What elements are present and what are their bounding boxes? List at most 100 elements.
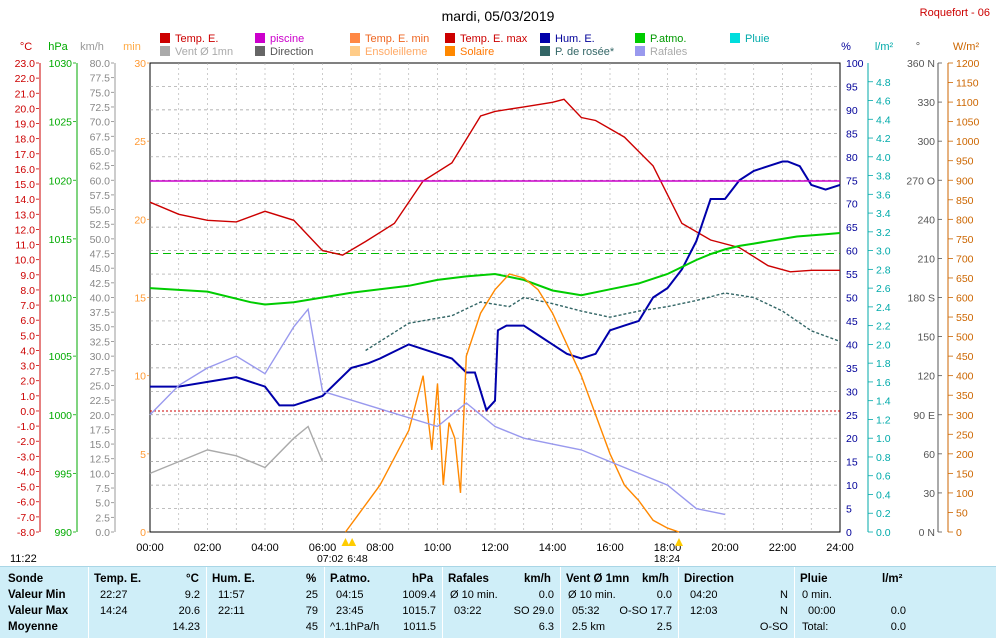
x-tick-label: 24:00 (826, 542, 854, 554)
x-tick-label: 16:00 (596, 542, 624, 554)
tick-label-solar: 150 (956, 468, 974, 480)
tick-label-rain: 1.2 (876, 414, 891, 426)
patmo-unit: hPa (412, 573, 434, 585)
tick-label-temp: 8.0 (20, 285, 35, 297)
tick-label-temp: 12.0 (15, 224, 36, 236)
legend-label: Temp. E. (175, 33, 218, 45)
tick-label-kmh: 52.5 (90, 219, 111, 231)
tick-label-hpa: 995 (54, 468, 72, 480)
tick-label-kmh: 37.5 (90, 307, 111, 319)
hum-header: Hum. E. (212, 573, 255, 585)
tick-label-solar: 450 (956, 351, 974, 363)
legend-swatch (160, 46, 170, 56)
x-tick-label: 10:00 (424, 542, 452, 554)
vent-max-time: 05:32 (572, 605, 600, 617)
tick-label-solar: 600 (956, 293, 974, 305)
series-line (149, 425, 324, 475)
tick-label-solar: 250 (956, 429, 974, 441)
direction-header: Direction (684, 573, 734, 585)
tick-label-solar: 950 (956, 156, 974, 168)
tick-label-kmh: 57.5 (90, 190, 111, 202)
tick-label-kmh: 20.0 (90, 410, 111, 422)
tick-label-temp: -7.0 (17, 512, 35, 524)
tick-label-pct: 0 (846, 527, 852, 539)
tick-label-kmh: 5.0 (95, 498, 110, 510)
series-line (149, 307, 726, 516)
tick-label-pct: 40 (846, 339, 858, 351)
tick-label-solar: 1200 (956, 58, 980, 70)
tick-label-temp: -2.0 (17, 436, 35, 448)
tick-label-temp: 15.0 (15, 179, 36, 191)
vent-min-value: 0.0 (656, 589, 672, 601)
sun-marker-label: 18:24 (654, 553, 680, 565)
tick-label-kmh: 12.5 (90, 454, 111, 466)
tick-label-pct: 85 (846, 128, 858, 140)
rafales-min-value: 0.0 (538, 589, 554, 601)
tick-label-pct: 5 (846, 504, 852, 516)
legend-swatch (635, 33, 645, 43)
tick-label-pct: 10 (846, 480, 858, 492)
tick-label-dir: 120 (917, 371, 935, 383)
tick-label-rain: 0.2 (876, 508, 891, 520)
rafales-header: Rafales (448, 573, 489, 585)
tick-label-pct: 80 (846, 152, 858, 164)
tick-label-dir: 330 (917, 97, 935, 109)
tick-label-rain: 1.6 (876, 377, 891, 389)
tick-label-solar: 0 (956, 527, 962, 539)
tick-label-rain: 0.4 (876, 489, 891, 501)
tick-label-hpa: 1030 (49, 58, 73, 70)
tick-label-hpa: 1025 (49, 117, 73, 129)
tick-label-rain: 4.0 (876, 152, 891, 164)
tick-label-pct: 75 (846, 175, 858, 187)
tick-label-solar: 1100 (956, 97, 979, 109)
x-tick-label: 06:00 (309, 542, 337, 554)
rafales-max-value: SO 29.0 (513, 605, 554, 617)
direction-avg-value: O-SO (759, 621, 788, 633)
rafales-max-time: 03:22 (454, 605, 482, 617)
tick-label-temp: -1.0 (17, 421, 35, 433)
tick-label-solar: 400 (956, 371, 974, 383)
pluie-unit: l/m² (882, 573, 903, 585)
tick-label-solar: 500 (956, 332, 974, 344)
axis-unit-temp: °C (20, 41, 32, 53)
tick-label-temp: -6.0 (17, 497, 35, 509)
tick-label-dir: 210 (917, 253, 935, 265)
chart-title: mardi, 05/03/2019 (442, 8, 555, 24)
tick-label-rain: 4.2 (876, 133, 891, 145)
tick-label-solar: 1050 (956, 117, 980, 129)
pluie-total-label: Total: (802, 621, 829, 633)
hum-max-time: 22:11 (218, 605, 245, 617)
legend-label: P.atmo. (650, 33, 687, 45)
tick-label-rain: 2.0 (876, 339, 891, 351)
legend-label: Pluie (745, 33, 769, 45)
tick-label-kmh: 80.0 (90, 58, 111, 70)
tick-label-dir: 60 (923, 449, 935, 461)
tick-label-pct: 70 (846, 199, 858, 211)
tick-label-dir: 270 O (906, 175, 935, 187)
tick-label-rain: 3.6 (876, 189, 891, 201)
tick-label-kmh: 30.0 (90, 351, 111, 363)
legend-label: Solaire (460, 46, 494, 58)
tick-label-min: 15 (134, 293, 146, 305)
axis-unit-pct: % (841, 41, 851, 53)
tick-label-rain: 2.6 (876, 283, 891, 295)
station-name: Roquefort - 06 (920, 7, 990, 19)
row-label-sonde: Sonde (8, 573, 44, 585)
direction-max-time: 12:03 (690, 605, 718, 617)
tick-label-kmh: 32.5 (90, 336, 111, 348)
tick-label-rain: 0.0 (876, 527, 891, 539)
row-label-max: Valeur Max (8, 605, 69, 617)
vent-avg-value: 2.5 (656, 621, 672, 633)
tick-label-dir: 0 N (919, 527, 935, 539)
temp-min-time: 22:27 (100, 589, 128, 601)
tick-label-temp: 22.0 (15, 73, 36, 85)
tick-label-rain: 1.8 (876, 358, 891, 370)
tick-label-pct: 65 (846, 222, 858, 234)
direction-max-value: N (780, 605, 788, 617)
tick-label-dir: 300 (917, 136, 935, 148)
tick-label-kmh: 70.0 (90, 117, 111, 129)
tick-label-dir: 240 (917, 214, 935, 226)
hum-unit: % (306, 573, 317, 585)
temp-max-value: 20.6 (178, 605, 200, 617)
tick-label-temp: 14.0 (15, 194, 36, 206)
